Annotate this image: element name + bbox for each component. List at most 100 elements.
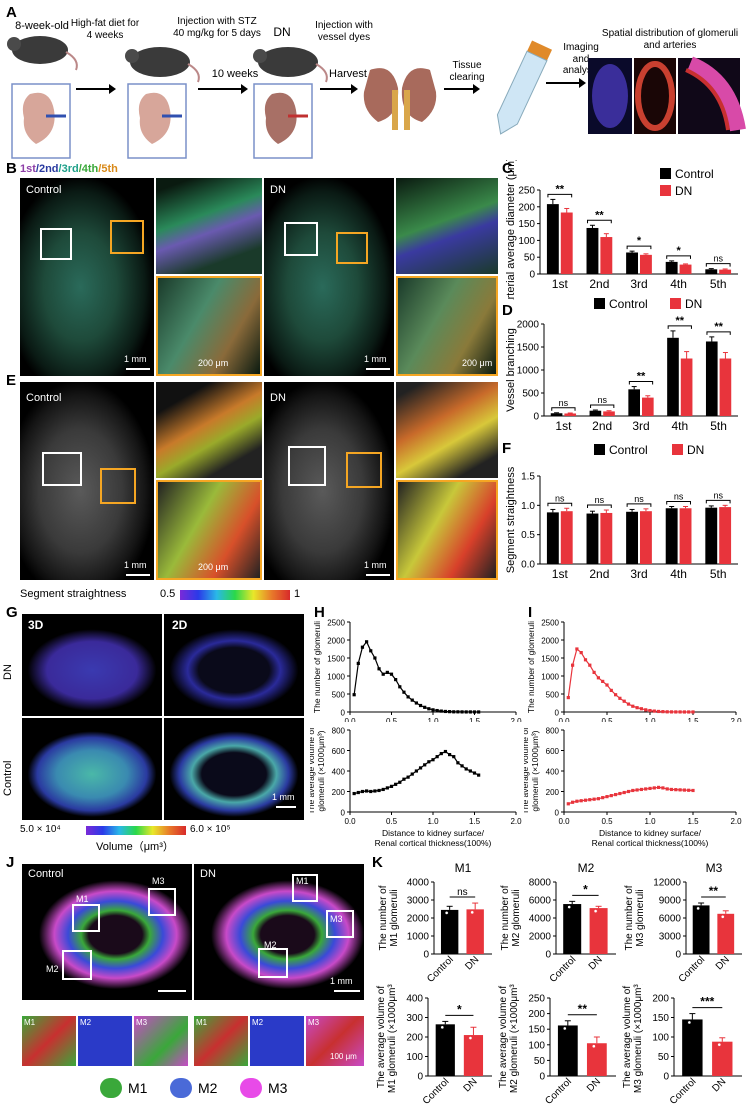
y-tick-label: 0 — [417, 1072, 423, 1083]
data-point — [418, 703, 423, 708]
y-tick-label: 1000 — [407, 932, 430, 943]
roi-box-orange — [346, 452, 382, 488]
data-point — [423, 705, 427, 709]
data-point — [652, 786, 656, 790]
data-point — [626, 702, 631, 706]
data-point — [579, 651, 583, 655]
y-tick-label: 50 — [524, 253, 536, 264]
bar-control — [435, 1024, 455, 1076]
y-tick-label: 250 — [518, 186, 535, 197]
scale-bar — [366, 368, 390, 370]
legend-control: Control — [609, 443, 648, 457]
data-point — [583, 658, 588, 662]
x-tick-label: DN — [714, 954, 732, 972]
data-point — [669, 710, 674, 714]
panel-label-g: G — [6, 604, 18, 621]
sig-label: ns — [713, 254, 723, 264]
x-tick-label: DN — [585, 1076, 603, 1094]
data-point — [456, 710, 460, 714]
y-axis-label: The average volume of — [498, 986, 509, 1089]
zoom-m3-dn — [306, 1016, 364, 1066]
data-point — [381, 787, 385, 792]
data-dot — [687, 1020, 692, 1025]
data-point — [435, 755, 439, 759]
sig-label: ns — [597, 395, 607, 405]
y-tick-label: 100 — [528, 1040, 545, 1051]
kidney-box-icon — [11, 83, 71, 159]
glomeruli-2d-control — [164, 718, 304, 820]
data-dot — [593, 909, 598, 913]
x-tick-label: Control — [543, 1076, 574, 1107]
data-point — [448, 753, 452, 757]
legend-control: Control — [609, 297, 648, 311]
zoom-m2-dn — [250, 1016, 304, 1066]
y-axis-label: The number of — [624, 885, 635, 950]
mouse-icon — [125, 47, 200, 83]
chart-h-glomeruli-number: 0 500 1000 1500 2000 2500 0.0 0.5 1.0 1.5 2.0 The n… — [312, 619, 522, 723]
x-tick-label: 1st — [555, 419, 572, 433]
roi-box-orange — [336, 232, 368, 264]
y-axis-label: Arterial average diameter (μm) — [505, 160, 517, 300]
data-point — [583, 798, 588, 802]
roi-label-m2: M2 — [264, 940, 277, 950]
sig-label: *** — [700, 995, 714, 1009]
y-tick-label: 0 — [529, 270, 535, 281]
straightness-zoom-dn-white — [396, 382, 498, 478]
scale-label: 1 mm — [364, 354, 387, 364]
data-point — [443, 709, 448, 714]
data-point — [596, 676, 600, 680]
data-point — [385, 786, 389, 790]
scale-bar — [366, 574, 390, 576]
label-2d: 2D — [172, 618, 188, 632]
data-dot — [696, 906, 700, 911]
y-tick-label: 100 — [518, 236, 535, 247]
mouse-icon — [253, 47, 328, 83]
data-point — [452, 755, 456, 759]
data-point — [369, 789, 373, 794]
bar-dn — [600, 237, 613, 274]
data-point — [394, 782, 398, 786]
scale-label: 1 mm — [330, 976, 353, 986]
x-tick-label: Control — [425, 954, 456, 985]
y-tick-label: 2500 — [327, 619, 345, 628]
data-point — [661, 710, 665, 714]
bar-dn — [564, 413, 577, 416]
data-point — [687, 788, 691, 792]
y-tick-label: 200 — [652, 994, 669, 1005]
chart-arterial-diameter: 0 50 100 150 200 250 ** 1st ** 2nd * 3rd * 4th ns 5th Ar… — [505, 160, 738, 300]
bar-control — [705, 507, 718, 564]
y-axis-label: M3 glomeruli — [635, 889, 646, 946]
roi-box-m2 — [258, 948, 288, 978]
data-point — [566, 696, 570, 700]
data-point — [477, 710, 481, 714]
data-point — [410, 698, 414, 702]
bar-control — [586, 227, 599, 274]
data-point — [398, 685, 402, 689]
panel-label-a: A — [6, 4, 17, 21]
data-point — [423, 763, 427, 767]
bar-dn — [560, 511, 573, 564]
sig-bracket — [666, 501, 691, 505]
vessel-zoom-dn-orange — [396, 276, 498, 376]
data-point — [605, 683, 609, 687]
data-point — [571, 663, 575, 667]
data-point — [614, 693, 618, 697]
legend-4th: /4th — [78, 163, 99, 175]
data-point — [631, 704, 635, 708]
x-tick-label: 1.5 — [687, 717, 699, 722]
data-point — [691, 788, 695, 793]
scale-label: 1 mm — [272, 792, 295, 802]
x-tick-label: 1.5 — [469, 717, 481, 722]
sig-bracket — [626, 245, 652, 250]
y-tick-label: 0 — [533, 412, 539, 423]
bar-dn — [717, 913, 735, 954]
x-tick-label: 5th — [710, 567, 727, 581]
workflow-illustration — [7, 36, 746, 159]
data-point — [377, 788, 381, 793]
y-tick-label: 0 — [555, 709, 560, 718]
data-point — [657, 785, 661, 789]
y-tick-label: 0 — [539, 1072, 545, 1083]
legend-dn: DN — [685, 297, 702, 311]
x-tick-label: Control — [668, 1076, 699, 1107]
bar-control — [557, 1025, 578, 1076]
